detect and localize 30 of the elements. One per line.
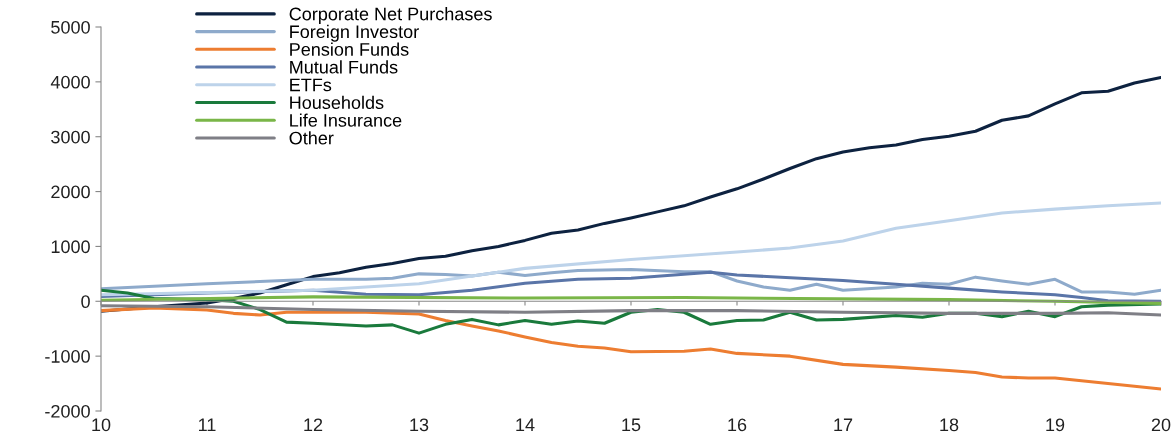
legend-label: Mutual Funds	[290, 60, 398, 74]
line-series	[101, 201, 1161, 297]
x-tick-label: 17	[834, 418, 853, 432]
x-tick-label: 11	[199, 418, 216, 432]
line-series	[101, 306, 1161, 391]
y-tick-label: 1000	[51, 240, 90, 254]
y-tick-label: 3000	[51, 130, 90, 144]
legend-label: Pension Funds	[290, 42, 409, 56]
x-tick-label: 18	[940, 418, 959, 432]
legend-label: Foreign Investor	[290, 24, 419, 42]
y-tick-label: 2000	[51, 185, 90, 199]
legend-label: Households	[290, 95, 384, 110]
legend-label: Corporate Net Purchases	[289, 7, 492, 24]
legend-label: Life Insurance	[290, 113, 402, 127]
legend-label: ETFs	[290, 78, 332, 92]
x-tick-label: 10	[92, 418, 111, 432]
x-tick-label: 16	[728, 418, 747, 432]
y-tick-label: -1000	[45, 350, 90, 363]
x-tick-label: 12	[304, 418, 323, 432]
x-tick-label: 19	[1046, 418, 1065, 432]
y-tick-label: 4000	[50, 75, 90, 89]
x-tick-label: 20	[1151, 418, 1171, 432]
y-tick-label: 0	[81, 295, 90, 309]
x-tick-label: 13	[410, 418, 429, 432]
legend-label: Other	[289, 131, 334, 145]
y-tick-label: -2000	[45, 404, 90, 418]
y-tick-label: 5000	[51, 20, 90, 34]
x-tick-label: 15	[622, 418, 641, 432]
x-tick-label: 14	[516, 418, 535, 432]
line-series	[101, 267, 1161, 296]
